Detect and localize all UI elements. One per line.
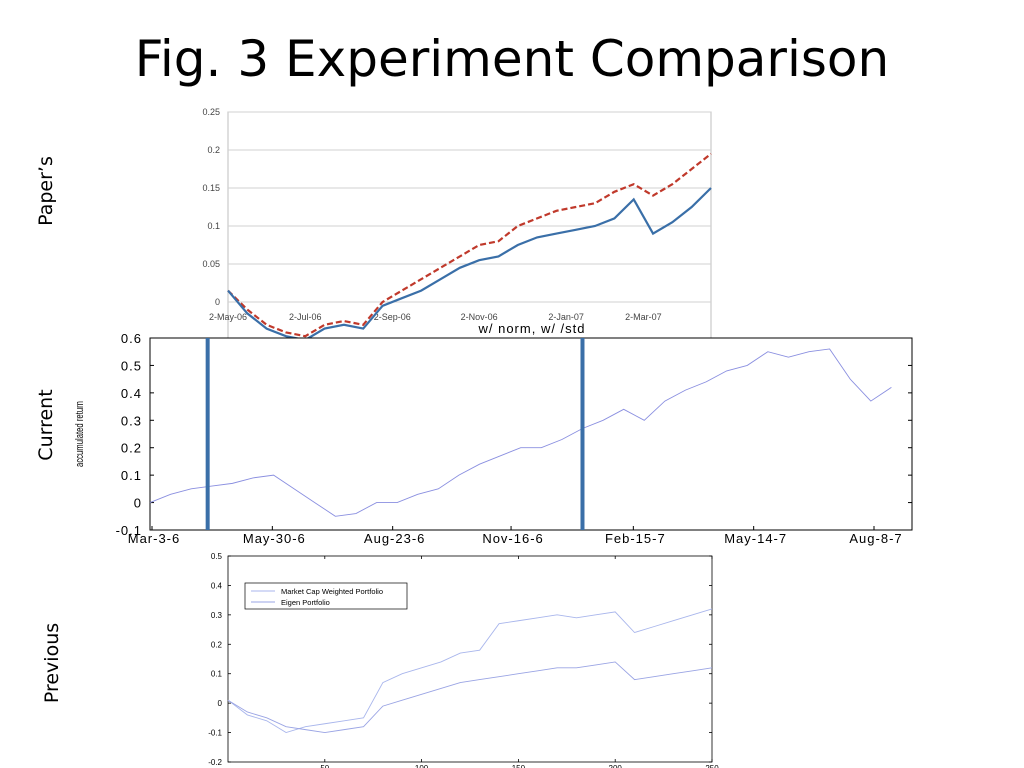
papers-x-tick-label: 2-Jul-06	[289, 312, 322, 322]
previous-legend-label: Market Cap Weighted Portfolio	[281, 587, 383, 596]
previous-x-ticks: 50 100 150 200 250	[320, 556, 719, 768]
current-x-tick-label: Aug-8-7	[849, 531, 902, 546]
current-y-tick-label: 0.4	[121, 386, 142, 401]
papers-x-tick-label: 2-Jan-07	[548, 312, 584, 322]
previous-y-ticks: -0.2 -0.1 0 0.1 0.2 0.3 0.4 0.5	[208, 552, 712, 767]
papers-y-tick-label: 0.2	[207, 145, 220, 155]
previous-y-tick-label: 0	[218, 699, 223, 708]
papers-x-axis-label: w/ norm, w/ /std	[477, 321, 585, 336]
current-x-tick-label: Mar-3-6	[128, 531, 181, 546]
papers-y-tick-label: 0.1	[207, 221, 220, 231]
previous-x-tick-label: 150	[512, 764, 526, 768]
current-x-tick-label: Nov-16-6	[482, 531, 543, 546]
previous-y-tick-label: 0.5	[211, 552, 223, 561]
current-y-ticks: -0.1 0 0.1 0.2 0.3 0.4 0.5 0.6	[116, 331, 912, 538]
current-x-ticks: Mar-3-6 May-30-6 Aug-23-6 Nov-16-6 Feb-15-7 M…	[128, 526, 902, 546]
current-plot-background	[149, 337, 913, 531]
previous-y-tick-label: -0.2	[208, 758, 222, 767]
previous-series-group	[227, 608, 713, 734]
current-y-tick-label: 0.2	[121, 441, 142, 456]
previous-y-tick-label: 0.3	[211, 611, 223, 620]
previous-y-tick-label: 0.2	[211, 640, 223, 649]
papers-x-tick-label: 2-May-06	[209, 312, 247, 322]
previous-x-tick-label: 250	[705, 764, 719, 768]
papers-y-tick-label: 0.25	[202, 107, 220, 117]
current-y-tick-label: 0	[134, 496, 142, 511]
current-y-tick-label: -0.1	[116, 523, 142, 538]
previous-legend-box	[244, 582, 408, 610]
papers-y-tick-label: 0.05	[202, 259, 220, 269]
current-y-tick-label: 0.5	[121, 358, 142, 373]
papers-x-tick-label: 2-Nov-06	[461, 312, 498, 322]
papers-x-ticks: 2-May-06 2-Jul-06 2-Sep-06 2-Nov-06 2-Jan-07…	[209, 312, 662, 322]
current-y-tick-label: 0.1	[121, 468, 142, 483]
current-x-tick-label: May-14-7	[724, 531, 787, 546]
previous-y-tick-label: 0.1	[211, 670, 223, 679]
current-series-group	[149, 348, 892, 517]
current-series-line	[149, 348, 892, 517]
current-y-tick-label: 0.3	[121, 413, 142, 428]
papers-y-tick-label: 0.15	[202, 183, 220, 193]
previous-series-line-1	[227, 608, 713, 734]
previous-x-tick-label: 200	[609, 764, 623, 768]
papers-x-tick-label: 2-Mar-07	[625, 312, 662, 322]
previous-x-tick-label: 50	[320, 764, 329, 768]
current-x-tick-label: Aug-23-6	[364, 531, 425, 546]
previous-legend-label: Eigen Portfolio	[281, 598, 330, 607]
previous-legend: Market Cap Weighted Portfolio Eigen Portf…	[244, 582, 408, 610]
current-x-tick-label: May-30-6	[243, 531, 306, 546]
previous-y-tick-label: -0.1	[208, 729, 222, 738]
previous-x-tick-label: 100	[415, 764, 429, 768]
papers-x-tick-label: 2-Sep-06	[374, 312, 411, 322]
papers-y-ticks: 0 0.05 0.1 0.15 0.2 0.25	[202, 107, 220, 307]
current-y-tick-label: 0.6	[121, 331, 142, 346]
papers-y-tick-label: 0	[215, 297, 220, 307]
previous-y-tick-label: 0.4	[211, 581, 223, 590]
previous-series-line-2	[227, 661, 713, 734]
current-markers	[205, 338, 585, 530]
papers-series-line-1	[227, 152, 712, 338]
current-x-tick-label: Feb-15-7	[605, 531, 666, 546]
slide-title: Fig. 3 Experiment Comparison	[134, 30, 890, 88]
